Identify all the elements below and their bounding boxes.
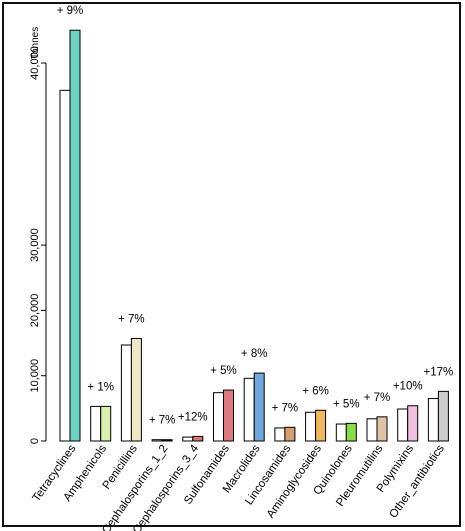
y-unit-label: Tonnes — [30, 27, 41, 59]
change-label: +10% — [393, 381, 423, 393]
change-label: + 5% — [333, 398, 360, 410]
bar-series-1 — [213, 392, 224, 442]
bar-series-2 — [437, 390, 449, 442]
bar-series-1 — [59, 89, 71, 442]
change-label: +17% — [424, 366, 454, 378]
y-tick-label: 40,000 — [29, 46, 41, 80]
change-labels: + 9%+ 1%+ 7%+ 7% +12%+ 5%+ 8%+ 7%+ 6%+ 5%… — [57, 5, 454, 426]
bar-series-2 — [376, 416, 388, 442]
bar-series-2 — [284, 426, 296, 442]
change-label: + 9% — [57, 5, 84, 17]
y-tick-label: 10,000 — [29, 359, 41, 393]
change-label: + 7% — [149, 415, 176, 427]
y-tick-label: 30,000 — [29, 228, 41, 262]
category-label: Aminoglycosides — [265, 443, 324, 521]
bars — [59, 29, 449, 442]
bar-series-1 — [90, 405, 102, 442]
change-label: + 7% — [272, 402, 299, 414]
change-label: + 7% — [118, 313, 145, 325]
change-label: + 6% — [302, 385, 329, 397]
change-label: + 5% — [210, 365, 237, 377]
bar-series-2 — [253, 372, 265, 442]
change-label: + 7% — [364, 392, 391, 404]
y-tick-label: 0 — [29, 438, 41, 444]
bar-series-1 — [366, 418, 378, 442]
change-label: + 8% — [241, 348, 268, 360]
bar-series-2 — [192, 435, 204, 442]
bar-series-2 — [223, 389, 234, 442]
bar-series-1 — [397, 408, 409, 442]
bar-series-2 — [345, 422, 357, 442]
bar-series-1 — [151, 439, 163, 442]
bar-series-2 — [315, 409, 327, 442]
bar-series-1 — [274, 427, 286, 442]
category-label: Other_antibiotics — [388, 443, 447, 521]
bar-series-1 — [305, 411, 317, 442]
category-labels: TetracyclinesAmphenicolsPenicillinsCepha… — [31, 442, 447, 531]
bar-series-2 — [100, 405, 112, 442]
bar-series-1 — [427, 398, 439, 442]
y-axis: 0 10,000 20,000 30,000 40,000 — [29, 46, 47, 444]
bar-series-2 — [407, 405, 419, 442]
bar-series-1 — [120, 344, 132, 442]
bar-series-2 — [69, 29, 81, 442]
bar-series-2 — [130, 337, 142, 442]
change-label: + 1% — [87, 381, 114, 393]
bar-series-1 — [243, 377, 255, 442]
bar-series-2 — [161, 439, 173, 442]
y-tick-label: 20,000 — [29, 294, 41, 328]
bar-series-1 — [182, 436, 194, 442]
change-label: +12% — [178, 411, 208, 423]
bar-series-1 — [335, 423, 347, 442]
